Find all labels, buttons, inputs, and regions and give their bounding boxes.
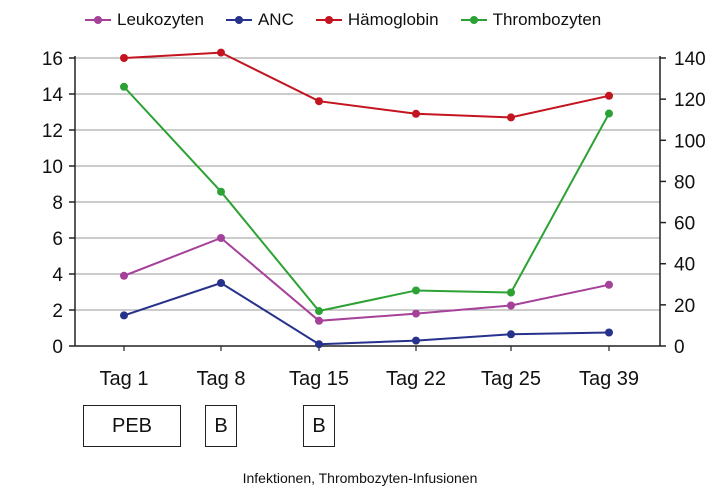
data-point-thrombozyten [507, 288, 515, 297]
left-axis-tick-label: 2 [52, 301, 63, 322]
data-point-anc [120, 311, 128, 320]
x-axis-tick-label: Tag 8 [197, 368, 246, 390]
left-axis-tick-label: 8 [52, 193, 63, 214]
left-axis-tick-label: 6 [52, 229, 63, 250]
legend-label-thrombozyten: Thrombozyten [492, 10, 602, 29]
left-axis-tick-label: 4 [52, 265, 63, 286]
data-point-anc [217, 279, 225, 287]
legend-swatch-thrombozyten [460, 15, 487, 25]
data-point-thrombozyten [412, 286, 420, 295]
treatment-box-b-tag15: B [303, 405, 335, 447]
left-axis-tick-label: 10 [42, 157, 63, 178]
footnote: Infektionen, Thrombozyten-Infusionen [242, 470, 478, 486]
legend: Leukozyten ANC Hämoglobin Thrombozyten [85, 10, 601, 30]
left-axis-tick-label: 0 [52, 337, 63, 358]
data-point-leukozyten [507, 301, 515, 310]
treatment-box-b-tag15-label: B [312, 414, 326, 437]
legend-item-anc: ANC [225, 10, 294, 30]
legend-swatch-anc [225, 15, 252, 25]
left-axis-tick-label: 16 [42, 49, 63, 70]
legend-label-haemoglobin: Hämoglobin [347, 10, 439, 29]
x-axis-tick-label: Tag 1 [100, 368, 149, 390]
data-point-haemoglobin [315, 97, 323, 106]
left-axis-tick-label: 14 [42, 85, 64, 106]
series-line-haemoglobin [123, 51, 610, 119]
legend-swatch-haemoglobin [315, 15, 342, 25]
treatment-box-peb: PEB [83, 405, 181, 447]
data-point-anc [412, 336, 420, 345]
series-line-anc [123, 281, 610, 346]
treatment-box-b-tag8: B [205, 405, 237, 447]
x-axis-tick-label: Tag 39 [579, 368, 639, 390]
data-point-haemoglobin [217, 48, 225, 57]
data-point-leukozyten [120, 271, 128, 280]
x-axis-tick-label: Tag 22 [386, 368, 446, 390]
data-point-thrombozyten [217, 187, 225, 196]
data-point-leukozyten [315, 316, 323, 325]
data-point-leukozyten [412, 309, 420, 318]
right-axis-tick-label: 100 [674, 131, 706, 152]
data-point-thrombozyten [315, 307, 323, 316]
data-point-leukozyten [217, 234, 225, 242]
legend-item-haemoglobin: Hämoglobin [315, 10, 439, 30]
right-axis-tick-label: 80 [674, 172, 695, 193]
series-line-thrombozyten [123, 86, 610, 313]
legend-item-leukozyten: Leukozyten [85, 10, 204, 30]
right-axis-tick-label: 140 [674, 49, 706, 70]
legend-label-leukozyten: Leukozyten [117, 10, 204, 29]
legend-item-thrombozyten: Thrombozyten [460, 10, 602, 30]
series-line-leukozyten [123, 236, 610, 322]
right-axis-tick-label: 0 [674, 337, 685, 358]
data-point-anc [605, 328, 613, 337]
right-axis-tick-label: 20 [674, 296, 695, 317]
data-point-haemoglobin [120, 54, 128, 62]
data-point-leukozyten [605, 280, 613, 289]
x-axis-tick-label: Tag 25 [481, 368, 541, 390]
data-point-haemoglobin [412, 109, 420, 118]
right-axis-tick-label: 40 [674, 255, 695, 276]
legend-swatch-leukozyten [85, 15, 111, 25]
data-point-anc [507, 330, 515, 339]
right-axis-tick-label: 120 [674, 90, 706, 111]
data-point-thrombozyten [605, 109, 613, 118]
data-point-thrombozyten [120, 82, 128, 91]
treatment-box-b-tag8-label: B [214, 414, 228, 437]
right-axis-tick-label: 60 [674, 214, 695, 235]
legend-label-anc: ANC [257, 10, 294, 29]
data-point-haemoglobin [605, 91, 613, 100]
treatment-box-peb-label: PEB [111, 414, 153, 437]
data-point-haemoglobin [507, 113, 515, 122]
left-axis-tick-label: 12 [42, 121, 63, 142]
data-point-anc [315, 340, 323, 349]
x-axis-tick-label: Tag 15 [289, 368, 349, 390]
